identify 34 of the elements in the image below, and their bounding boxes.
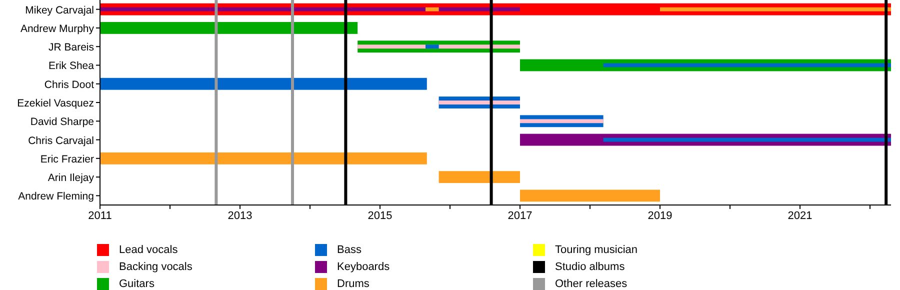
- x-tick-label: 2011: [88, 210, 112, 222]
- legend-label: Other releases: [555, 278, 628, 290]
- legend-label: Touring musician: [555, 244, 638, 256]
- legend-label: Guitars: [119, 278, 154, 290]
- legend-label: Bass: [337, 244, 362, 256]
- y-tick-label: Andrew Fleming: [18, 190, 94, 203]
- bar: [438, 100, 520, 104]
- y-tick-label: Ezekiel Vasquez: [17, 98, 94, 110]
- y-tick-label: Chris Doot: [44, 78, 94, 91]
- y-tick-label: Arin Ilejay: [48, 172, 95, 184]
- legend-label: Studio albums: [555, 260, 625, 272]
- y-tick-label: David Sharpe: [30, 116, 94, 128]
- bar: [438, 171, 520, 184]
- y-tick-label: Chris Carvajal: [28, 134, 94, 147]
- y-tick-label: Eric Frazier: [40, 153, 94, 166]
- x-tick-label: 2017: [508, 210, 532, 222]
- bar: [520, 119, 604, 124]
- y-tick-label: Erik Shea: [48, 60, 94, 72]
- bar: [520, 190, 660, 202]
- x-tick-label: 2021: [788, 210, 812, 222]
- y-tick-label: Andrew Murphy: [20, 22, 95, 35]
- x-tick-label: 2013: [228, 210, 252, 222]
- bar: [358, 44, 520, 49]
- legend-label: Lead vocals: [119, 244, 178, 256]
- bar: [100, 22, 358, 34]
- y-tick-label: Mikey Carvajal: [25, 4, 94, 16]
- legend-label: Backing vocals: [119, 260, 192, 272]
- x-tick-label: 2019: [648, 210, 672, 222]
- y-tick-label: JR Bareis: [48, 42, 94, 54]
- bar: [100, 152, 427, 164]
- bar: [660, 7, 891, 12]
- x-tick-label: 2015: [368, 210, 392, 222]
- legend-label: Drums: [337, 278, 370, 290]
- legend-label: Keyboards: [337, 260, 390, 272]
